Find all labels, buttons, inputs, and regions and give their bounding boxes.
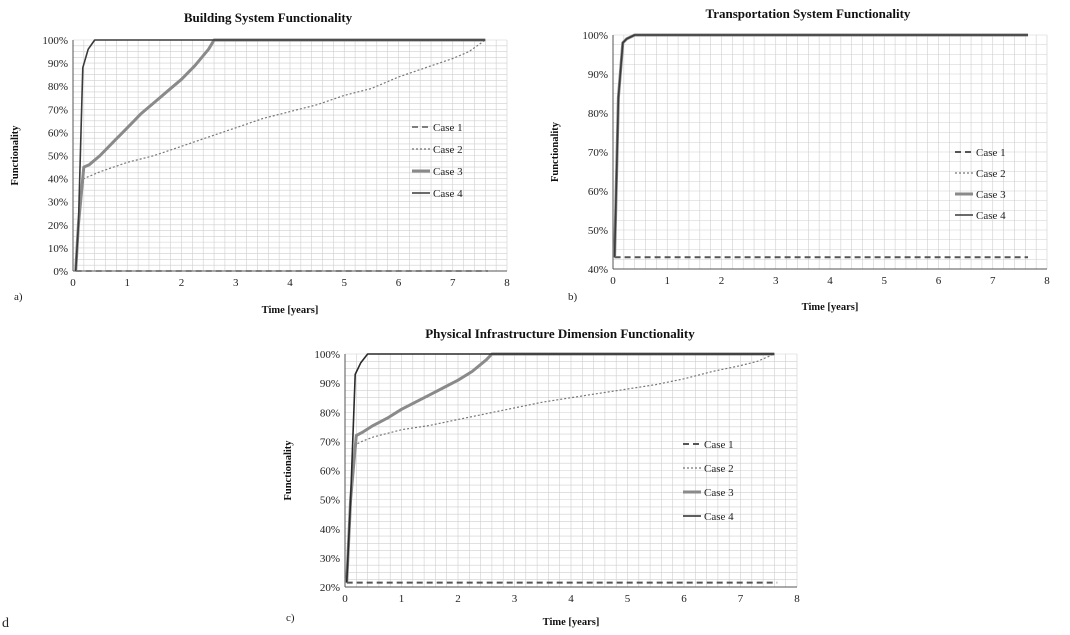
- x-tick-label: 3: [512, 593, 518, 605]
- legend-label: Case 2: [433, 144, 463, 156]
- legend-label: Case 1: [704, 439, 734, 451]
- y-tick-label: 40%: [588, 264, 608, 276]
- panel-label: b): [568, 291, 578, 303]
- y-tick-label: 30%: [48, 197, 68, 209]
- legend-label: Case 1: [433, 122, 463, 134]
- y-tick-label: 90%: [48, 58, 68, 70]
- x-tick-label: 7: [990, 275, 996, 287]
- x-tick-label: 5: [625, 593, 631, 605]
- x-tick-label: 0: [342, 593, 348, 605]
- x-tick-label: 0: [610, 275, 616, 287]
- x-tick-label: 6: [396, 277, 402, 289]
- x-tick-label: 1: [665, 275, 671, 287]
- x-tick-label: 3: [773, 275, 779, 287]
- legend-label: Case 4: [704, 511, 734, 523]
- y-tick-label: 0%: [53, 266, 68, 278]
- y-tick-label: 30%: [320, 553, 340, 565]
- y-tick-label: 100%: [582, 30, 608, 42]
- legend: Case 1 Case 2 Case 3 Case 4: [955, 147, 1006, 222]
- y-tick-label: 80%: [320, 407, 340, 419]
- x-tick-label: 2: [179, 277, 185, 289]
- x-tick-label: 7: [738, 593, 744, 605]
- series-line-2: [346, 353, 775, 583]
- y-tick-label: 50%: [48, 151, 68, 163]
- y-tick-label: 70%: [320, 436, 340, 448]
- y-tick-label: 80%: [48, 81, 68, 93]
- legend-label: Case 3: [704, 487, 734, 499]
- x-tick-label: 0: [70, 277, 76, 289]
- series-line-4: [345, 353, 775, 583]
- x-tick-label: 5: [882, 275, 888, 287]
- y-axis-label: Functionality: [550, 121, 561, 182]
- y-tick-label: 60%: [48, 127, 68, 139]
- grid: [72, 39, 508, 272]
- chart-title: Transportation System Functionality: [706, 6, 911, 21]
- legend-label: Case 1: [976, 147, 1006, 159]
- x-tick-label: 3: [233, 277, 239, 289]
- legend-label: Case 4: [976, 210, 1006, 222]
- x-tick-label: 6: [936, 275, 942, 287]
- chart-panel-3: 0 1 2 3 4 5 6 7 8 20% 30% 40% 50% 60% 70% 80% 90% 100% Cas…: [283, 326, 800, 628]
- panel-label: a): [14, 291, 23, 303]
- x-axis-label: Time [years]: [262, 305, 319, 316]
- x-axis-label: Time [years]: [802, 302, 859, 313]
- grid: [344, 353, 798, 588]
- y-tick-label: 40%: [48, 174, 68, 186]
- x-tick-label: 1: [125, 277, 131, 289]
- legend-label: Case 4: [433, 188, 463, 200]
- x-tick-label: 5: [342, 277, 348, 289]
- y-tick-label: 50%: [588, 225, 608, 237]
- x-tick-label: 8: [504, 277, 510, 289]
- y-tick-label: 100%: [42, 35, 68, 47]
- legend: Case 1 Case 2 Case 3 Case 4: [412, 122, 463, 200]
- legend-label: Case 2: [976, 168, 1006, 180]
- y-tick-label: 70%: [588, 147, 608, 159]
- legend-label: Case 3: [976, 189, 1006, 201]
- series-line-3: [345, 352, 775, 583]
- series-line-3: [74, 38, 486, 272]
- y-tick-label: 40%: [320, 524, 340, 536]
- x-tick-label: 7: [450, 277, 456, 289]
- chart-title: Building System Functionality: [184, 10, 353, 25]
- legend-label: Case 3: [433, 166, 463, 178]
- x-tick-label: 4: [287, 277, 293, 289]
- series-line-4: [613, 34, 1028, 258]
- legend-label: Case 2: [704, 463, 734, 475]
- chart-panel-2: 0 1 2 3 4 5 6 7 840%50%60%70%80%90%100%Case 1Cas…: [550, 6, 1050, 313]
- y-tick-label: 20%: [320, 582, 340, 594]
- y-tick-label: 90%: [320, 378, 340, 390]
- chart-title: Physical Infrastructure Dimension Functi…: [425, 326, 695, 341]
- y-tick-label: 20%: [48, 220, 68, 232]
- panel-label: c): [286, 612, 295, 624]
- y-tick-label: 100%: [314, 349, 340, 361]
- x-tick-label: 4: [827, 275, 833, 287]
- series-line-2: [75, 39, 486, 272]
- y-tick-label: 60%: [588, 186, 608, 198]
- x-tick-label: 2: [719, 275, 725, 287]
- y-tick-label: 10%: [48, 243, 68, 255]
- x-tick-label: 6: [681, 593, 687, 605]
- x-tick-label: 1: [399, 593, 405, 605]
- y-tick-label: 70%: [48, 104, 68, 116]
- y-tick-label: 60%: [320, 466, 340, 478]
- x-tick-label: 8: [794, 593, 800, 605]
- x-axis-label: Time [years]: [543, 617, 600, 628]
- x-tick-label: 4: [568, 593, 574, 605]
- x-tick-label: 2: [455, 593, 461, 605]
- y-axis-label: Functionality: [10, 125, 21, 186]
- y-tick-label: 80%: [588, 108, 608, 120]
- series-line-4: [74, 39, 486, 272]
- x-tick-label: 8: [1044, 275, 1050, 287]
- y-tick-label: 90%: [588, 69, 608, 81]
- chart-panel-1: 0 1 2 3 4 5 6 7 80%10%20%30%40%50%60%70%80%90%10…: [10, 10, 510, 316]
- y-axis-label: Functionality: [283, 440, 294, 501]
- legend: Case 1 Case 2 Case 3 Case 4: [683, 439, 734, 523]
- y-tick-label: 50%: [320, 495, 340, 507]
- stray-mark: d: [2, 616, 9, 631]
